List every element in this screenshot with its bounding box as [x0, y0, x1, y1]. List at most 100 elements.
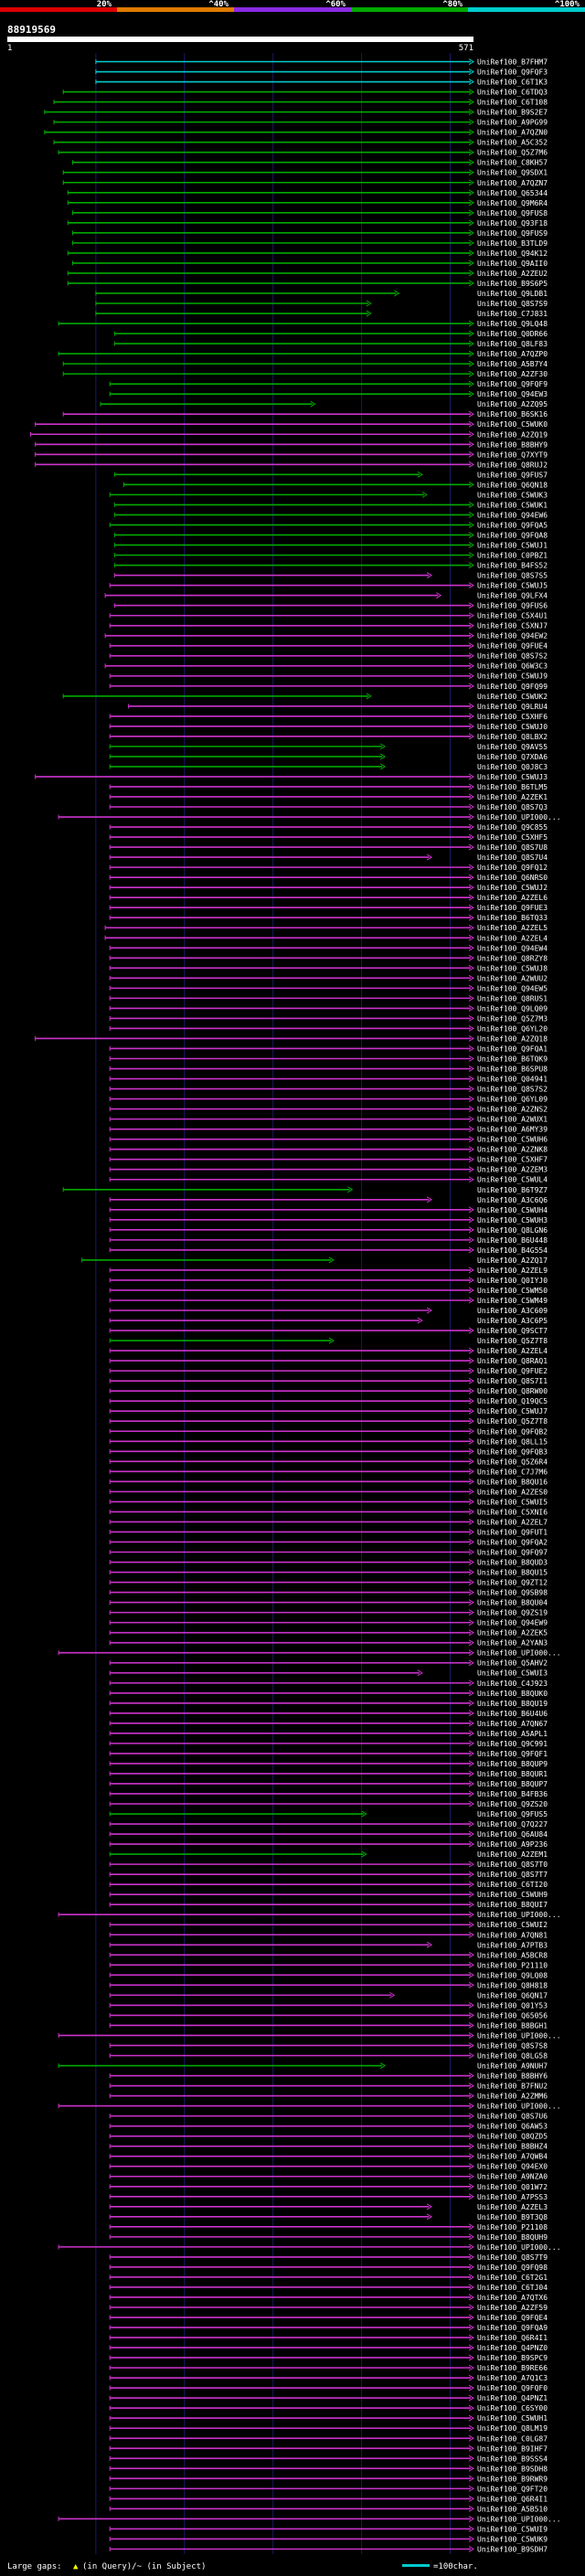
- hit-row[interactable]: UniRef100_B6TQ33: [109, 914, 548, 922]
- hit-row[interactable]: UniRef100_Q93F18: [67, 219, 548, 228]
- hit-row[interactable]: UniRef100_B9SDH7: [109, 2545, 548, 2553]
- hit-row[interactable]: UniRef100_C0PBZ1: [113, 551, 548, 559]
- hit-row[interactable]: UniRef100_C5WUJ0: [109, 723, 548, 731]
- hit-row[interactable]: UniRef100_Q8S7T7: [109, 1871, 548, 1879]
- hit-row[interactable]: UniRef100_B8QUP9: [109, 1760, 548, 1768]
- hit-row[interactable]: UniRef100_Q9AV55: [109, 743, 548, 751]
- hit-row[interactable]: UniRef100_UPI000...: [58, 2515, 561, 2523]
- hit-row[interactable]: UniRef100_B9T3Q8: [109, 2213, 548, 2221]
- hit-row[interactable]: UniRef100_B7FHM7: [95, 58, 548, 67]
- hit-row[interactable]: UniRef100_Q9FQB3: [109, 1447, 548, 1456]
- hit-row[interactable]: UniRef100_C5WUJ7: [109, 1407, 548, 1415]
- hit-row[interactable]: UniRef100_C5WUH1: [109, 2414, 548, 2422]
- hit-row[interactable]: UniRef100_B9RWR9: [109, 2475, 548, 2483]
- hit-row[interactable]: UniRef100_A7QZN7: [62, 179, 548, 187]
- hit-row[interactable]: UniRef100_B8BGH1: [109, 2021, 548, 2030]
- hit-row[interactable]: UniRef100_Q9M6R4: [67, 199, 548, 207]
- hit-row[interactable]: UniRef100_Q9SDX1: [62, 169, 548, 177]
- hit-row[interactable]: UniRef100_A2ZF30: [62, 370, 548, 378]
- hit-row[interactable]: UniRef100_Q9AII0: [71, 260, 548, 268]
- hit-row[interactable]: UniRef100_A7QZP0: [58, 350, 548, 358]
- hit-row[interactable]: UniRef100_Q9ZS19: [109, 1609, 548, 1617]
- hit-row[interactable]: UniRef100_C5WUK2: [62, 693, 548, 701]
- hit-row[interactable]: UniRef100_B8BHZ4: [109, 2143, 548, 2151]
- hit-row[interactable]: UniRef100_Q8S7U6: [109, 2113, 548, 2121]
- hit-row[interactable]: UniRef100_Q9FQA8: [113, 531, 548, 539]
- hit-row[interactable]: UniRef100_Q8S7I1: [109, 1377, 548, 1385]
- hit-row[interactable]: UniRef100_A2YAN3: [109, 1639, 548, 1648]
- hit-row[interactable]: UniRef100_B6TLM5: [109, 783, 548, 791]
- hit-row[interactable]: UniRef100_Q9ZT12: [109, 1579, 548, 1587]
- hit-row[interactable]: UniRef100_A2ZEM3: [109, 1166, 548, 1174]
- hit-row[interactable]: UniRef100_Q9FQB2: [109, 1427, 548, 1436]
- hit-row[interactable]: UniRef100_UPI000...: [58, 2103, 561, 2111]
- hit-row[interactable]: UniRef100_Q9FQF1: [109, 1750, 548, 1758]
- hit-row[interactable]: UniRef100_A3C6P5: [109, 1317, 548, 1325]
- hit-row[interactable]: UniRef100_Q9FQF0: [109, 2384, 548, 2392]
- hit-row[interactable]: UniRef100_Q8LF83: [113, 340, 548, 348]
- hit-row[interactable]: UniRef100_Q8LG58: [109, 2052, 548, 2061]
- hit-row[interactable]: UniRef100_B8QU15: [109, 1569, 548, 1577]
- hit-row[interactable]: UniRef100_Q9FQA2: [109, 1538, 548, 1546]
- hit-row[interactable]: UniRef100_B9SDH8: [109, 2465, 548, 2473]
- hit-row[interactable]: UniRef100_B8QU19: [109, 1700, 548, 1708]
- hit-row[interactable]: UniRef100_A7Q1C3: [109, 2374, 548, 2382]
- hit-row[interactable]: UniRef100_B8QUH9: [109, 2233, 548, 2242]
- hit-row[interactable]: UniRef100_A3C609: [109, 1307, 548, 1315]
- hit-row[interactable]: UniRef100_Q6AW53: [109, 2123, 548, 2131]
- hit-row[interactable]: UniRef100_A2ZEL4: [104, 934, 548, 942]
- hit-row[interactable]: UniRef100_A2ZEL3: [109, 2203, 548, 2211]
- hit-row[interactable]: UniRef100_Q9FQ12: [109, 864, 548, 872]
- hit-row[interactable]: UniRef100_UPI000...: [58, 813, 561, 822]
- hit-row[interactable]: UniRef100_C6T1K3: [95, 79, 548, 87]
- hit-row[interactable]: UniRef100_C5WUK1: [113, 501, 548, 509]
- hit-row[interactable]: UniRef100_Q8LGN6: [109, 1226, 548, 1235]
- hit-row[interactable]: UniRef100_Q7XYT9: [35, 451, 548, 459]
- hit-row[interactable]: UniRef100_A9NZA0: [109, 2173, 548, 2181]
- hit-row[interactable]: UniRef100_A2ZQ95: [100, 400, 548, 408]
- hit-row[interactable]: UniRef100_Q5Z7T8: [109, 1417, 548, 1426]
- hit-row[interactable]: UniRef100_B7FNU2: [109, 2083, 548, 2091]
- hit-row[interactable]: UniRef100_Q04941: [109, 1076, 548, 1084]
- hit-row[interactable]: UniRef100_UPI000...: [58, 2243, 561, 2252]
- hit-row[interactable]: UniRef100_B8BHY6: [109, 2072, 548, 2081]
- hit-row[interactable]: UniRef100_C5WUJ8: [109, 964, 548, 972]
- hit-row[interactable]: UniRef100_Q9FT20: [109, 2485, 548, 2493]
- hit-row[interactable]: UniRef100_C6T108: [53, 99, 548, 107]
- hit-row[interactable]: UniRef100_C5WUJ9: [109, 673, 548, 681]
- hit-row[interactable]: UniRef100_B9SPC9: [109, 2354, 548, 2362]
- hit-row[interactable]: UniRef100_B8QUK0: [109, 1690, 548, 1698]
- hit-row[interactable]: UniRef100_A2ZQ17: [81, 1256, 548, 1265]
- hit-row[interactable]: UniRef100_Q9FQE4: [109, 2314, 548, 2322]
- hit-row[interactable]: UniRef100_Q94EW3: [109, 390, 548, 398]
- hit-row[interactable]: UniRef100_Q8LM19: [109, 2424, 548, 2433]
- hit-row[interactable]: UniRef100_Q9FQA9: [109, 2324, 548, 2332]
- hit-row[interactable]: UniRef100_B6SK16: [62, 410, 548, 419]
- hit-row[interactable]: UniRef100_Q6YL20: [109, 1024, 548, 1033]
- hit-row[interactable]: UniRef100_Q6QN17: [109, 1991, 548, 1999]
- hit-row[interactable]: UniRef100_A9NUH7: [58, 2062, 548, 2071]
- hit-row[interactable]: UniRef100_Q9FUE3: [109, 904, 548, 912]
- hit-row[interactable]: UniRef100_C5WUK9: [109, 2535, 548, 2543]
- hit-row[interactable]: UniRef100_B4G554: [109, 1246, 548, 1255]
- hit-row[interactable]: UniRef100_B8BHY9: [35, 440, 548, 449]
- hit-row[interactable]: UniRef100_C6TI20: [109, 1881, 548, 1889]
- hit-row[interactable]: UniRef100_B9SSS4: [109, 2454, 548, 2463]
- hit-row[interactable]: UniRef100_Q8S7T9: [109, 2253, 548, 2262]
- hit-row[interactable]: UniRef100_A2ZF59: [109, 2304, 548, 2312]
- hit-row[interactable]: UniRef100_Q5AHV2: [109, 1659, 548, 1668]
- hit-row[interactable]: UniRef100_C5WUI9: [109, 2525, 548, 2533]
- hit-row[interactable]: UniRef100_Q94EW4: [109, 944, 548, 952]
- hit-row[interactable]: UniRef100_A5B510: [109, 2505, 548, 2513]
- hit-row[interactable]: UniRef100_B8QUP7: [109, 1780, 548, 1788]
- hit-row[interactable]: UniRef100_A9PG99: [53, 119, 548, 127]
- hit-row[interactable]: UniRef100_A7PSS3: [109, 2193, 548, 2201]
- hit-row[interactable]: UniRef100_Q9FQF3: [95, 69, 548, 77]
- hit-row[interactable]: UniRef100_Q9FQA5: [109, 521, 548, 529]
- hit-row[interactable]: UniRef100_Q9LRU4: [128, 703, 548, 711]
- hit-row[interactable]: UniRef100_C5WUH6: [109, 1136, 548, 1144]
- hit-row[interactable]: UniRef100_B9S6P5: [67, 280, 548, 288]
- hit-row[interactable]: UniRef100_Q5Z6R4: [109, 1458, 548, 1466]
- hit-row[interactable]: UniRef100_Q5Z7M6: [58, 149, 548, 157]
- hit-row[interactable]: UniRef100_Q5Z7M3: [109, 1014, 548, 1023]
